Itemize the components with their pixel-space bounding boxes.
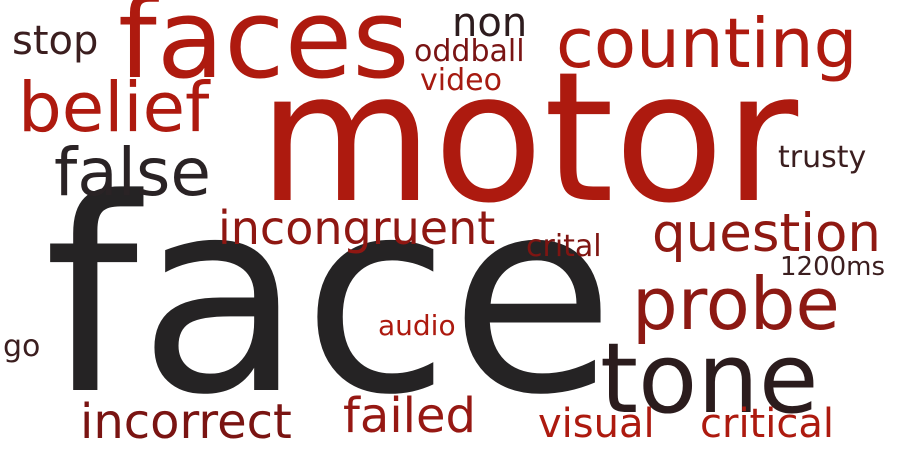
word-tone: tone bbox=[600, 322, 819, 435]
word-go: go bbox=[3, 329, 41, 364]
word-oddball: oddball bbox=[414, 34, 525, 69]
word-crital: crital bbox=[526, 229, 602, 264]
word-belief: belief bbox=[18, 68, 210, 148]
word-trusty: trusty bbox=[778, 140, 867, 175]
word-critical: critical bbox=[700, 401, 834, 447]
word-non: non bbox=[452, 0, 528, 46]
word-incongruent: incongruent bbox=[218, 201, 496, 255]
word-visual: visual bbox=[538, 401, 655, 447]
word-probe: probe bbox=[632, 262, 840, 346]
word-counting: counting bbox=[556, 4, 858, 84]
word-question: question bbox=[652, 203, 881, 264]
word-failed: failed bbox=[343, 388, 476, 444]
word-motor: motor bbox=[258, 34, 799, 243]
word-stop: stop bbox=[12, 18, 99, 64]
word-audio: audio bbox=[378, 309, 456, 342]
word-faces: faces bbox=[118, 0, 410, 103]
word-false: false bbox=[54, 134, 212, 211]
word-face: face bbox=[44, 142, 615, 454]
word-1200ms: 1200ms bbox=[780, 252, 886, 282]
word-incorrect: incorrect bbox=[80, 394, 292, 450]
word-video: video bbox=[420, 63, 502, 98]
